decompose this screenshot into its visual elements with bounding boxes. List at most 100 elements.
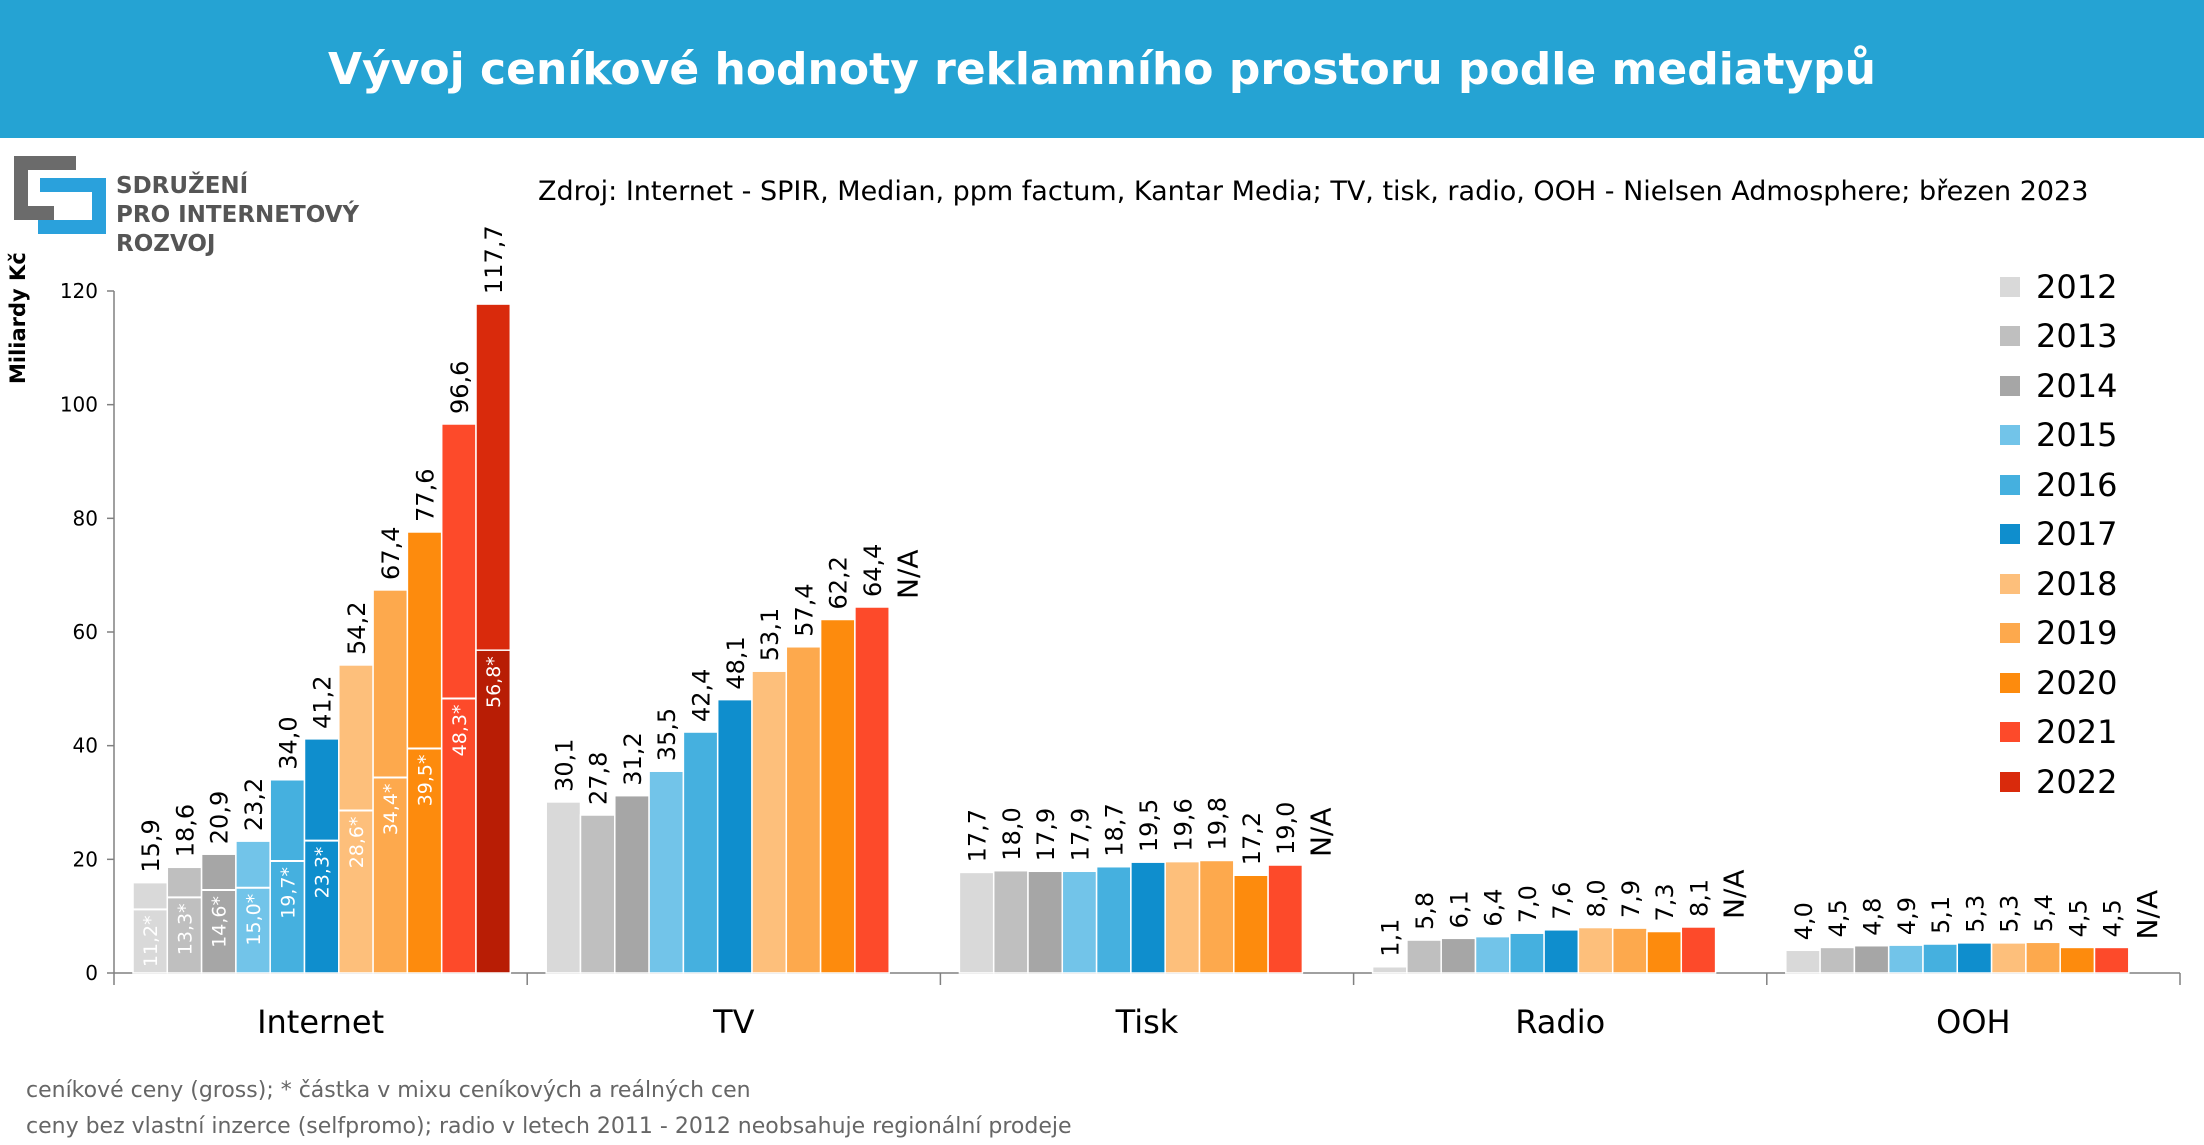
bar [751, 670, 788, 974]
bar [1233, 874, 1269, 974]
bar [1922, 943, 1959, 974]
data-label: 18,7 [1101, 803, 1129, 856]
legend-item: 2021 [2000, 708, 2117, 758]
bar [1680, 926, 1717, 974]
legend-label: 2018 [2036, 564, 2118, 603]
inner-data-label: 23,3* [312, 847, 334, 899]
data-label: 117,7 [480, 225, 508, 294]
data-label: 17,7 [964, 809, 992, 862]
legend-swatch [2000, 524, 2020, 545]
data-label: 57,4 [790, 583, 818, 636]
legend-swatch [2000, 375, 2020, 396]
bar [269, 779, 306, 974]
data-label: 7,0 [1514, 885, 1542, 923]
data-label: 4,8 [1859, 898, 1887, 936]
y-tick-label: 0 [85, 961, 98, 985]
legend-swatch [2000, 623, 2020, 644]
legend-swatch [2000, 573, 2020, 594]
bar [2025, 941, 2061, 974]
source-note: Zdroj: Internet - SPIR, Median, ppm fact… [538, 176, 2089, 207]
spir-logo-icon [14, 156, 106, 234]
logo-line-2: PRO INTERNETOVÝ [116, 202, 360, 228]
data-label: 5,4 [2030, 894, 2058, 932]
y-tick-label: 80 [73, 506, 98, 530]
bar [338, 664, 374, 974]
legend-item: 2012 [2000, 262, 2117, 312]
x-tick-label: Internet [257, 1003, 384, 1041]
legend-swatch [2000, 474, 2020, 495]
data-label: 27,8 [585, 752, 613, 805]
chart-title: Vývoj ceníkové hodnoty reklamního prosto… [0, 0, 2204, 138]
footnote-1: ceníkové ceny (gross); * částka v mixu c… [26, 1078, 751, 1103]
data-label: 67,4 [377, 527, 405, 580]
legend-label: 2014 [2036, 366, 2118, 405]
data-label: 4,0 [1790, 902, 1818, 940]
legend-swatch [2000, 425, 2020, 446]
data-label: 1,1 [1377, 919, 1405, 957]
data-label: 64,4 [859, 544, 887, 597]
bar [1819, 946, 1856, 974]
bar [1164, 860, 1201, 974]
data-label: 17,9 [1066, 808, 1094, 861]
legend-swatch [2000, 722, 2020, 743]
bar [648, 770, 685, 974]
x-tick-label: TV [712, 1003, 755, 1041]
bar [579, 814, 616, 974]
data-label: 7,6 [1548, 882, 1576, 920]
legend-label: 2019 [2036, 614, 2118, 653]
data-label: 7,9 [1617, 880, 1645, 918]
legend-item: 2015 [2000, 411, 2117, 461]
bar [1853, 944, 1890, 974]
data-label: 4,5 [2099, 899, 2127, 937]
legend-swatch [2000, 326, 2020, 347]
legend-item: 2013 [2000, 312, 2117, 362]
legend-item: 2022 [2000, 757, 2117, 807]
bar [303, 738, 340, 974]
bar [682, 731, 719, 974]
bar [372, 589, 409, 974]
data-label: 4,5 [1824, 899, 1852, 937]
bar [1646, 930, 1683, 974]
data-label: 5,1 [1927, 896, 1955, 934]
data-label: 5,3 [1996, 895, 2024, 933]
data-label: 5,3 [1961, 895, 1989, 933]
legend-label: 2016 [2036, 465, 2118, 504]
data-label: 35,5 [653, 708, 681, 761]
bar [132, 881, 169, 974]
data-label: 5,8 [1411, 892, 1439, 930]
legend-item: 2014 [2000, 361, 2117, 411]
bar [1956, 942, 1993, 974]
y-tick-label: 40 [73, 734, 98, 758]
bar [1198, 859, 1235, 974]
legend-label: 2021 [2036, 713, 2118, 752]
legend: 2012 2013 2014 2015 2016 2017 2018 2019 2020 2021… [2000, 262, 2117, 807]
y-tick-label: 20 [73, 847, 98, 871]
x-tick-label: Tisk [1115, 1003, 1179, 1041]
data-label: 31,2 [619, 732, 647, 785]
legend-item: 2019 [2000, 609, 2117, 659]
inner-data-label: 34,4* [380, 783, 402, 835]
data-label: 77,6 [412, 469, 440, 522]
bar [785, 646, 822, 974]
logo-text: SDRUŽENÍ PRO INTERNETOVÝ ROZVOJ [116, 172, 359, 259]
data-label: 8,0 [1583, 879, 1611, 917]
legend-item: 2016 [2000, 460, 2117, 510]
bar [545, 801, 582, 974]
data-label: 18,6 [171, 804, 199, 857]
bar [1509, 932, 1545, 974]
data-label: 20,9 [206, 791, 234, 844]
footnote-2: ceny bez vlastní inzerce (selfpromo); ra… [26, 1114, 1072, 1139]
bar [2059, 946, 2096, 974]
data-label: 17,2 [1238, 812, 1266, 865]
data-label: 62,2 [825, 556, 853, 609]
legend-label: 2017 [2036, 515, 2118, 554]
y-tick-label: 120 [60, 279, 98, 303]
bar [992, 869, 1029, 974]
legend-label: 2020 [2036, 663, 2118, 702]
bar [1130, 861, 1166, 974]
data-label: 54,2 [343, 602, 371, 655]
x-tick-label: OOH [1936, 1003, 2010, 1041]
legend-label: 2022 [2036, 762, 2118, 801]
bar [406, 531, 443, 974]
bar [716, 698, 753, 974]
